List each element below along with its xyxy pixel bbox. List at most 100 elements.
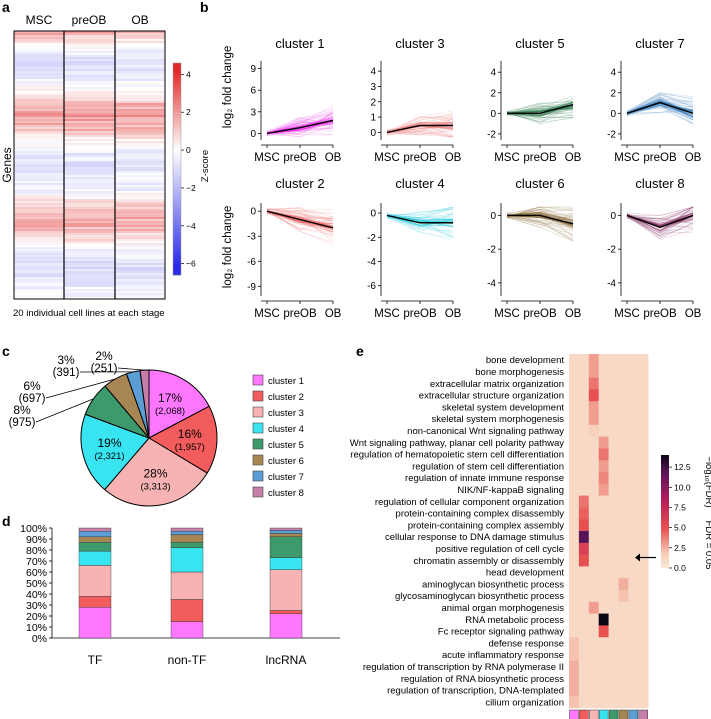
heatmap-cell [569, 413, 580, 426]
heatmap-cell [14, 159, 65, 162]
heatmap-cell [14, 237, 65, 240]
x-tick-label: preOB [523, 308, 557, 320]
colorbar-tick-label: 10.0 [674, 482, 691, 492]
colorbar-step [173, 172, 181, 177]
heatmap-cell [114, 181, 166, 184]
heatmap-cell [588, 625, 599, 638]
heatmap-cell [114, 43, 166, 46]
colorbar-step [173, 63, 181, 67]
heatmap-cell [14, 213, 65, 216]
heatmap-cell [638, 684, 649, 697]
heatmap-cell [64, 217, 115, 220]
heatmap-cell [638, 424, 649, 437]
panel-letter-d: d [2, 513, 11, 529]
heatmap-cell [114, 93, 166, 96]
heatmap-cell [14, 253, 65, 256]
y-tick-label: 0 [610, 211, 616, 222]
heatmap-cell [114, 133, 166, 136]
heatmap-cell [14, 81, 65, 84]
heatmap-cell [628, 472, 639, 485]
colorbar-step [661, 455, 669, 458]
gene-trajectory-line [266, 209, 334, 246]
heatmap-cell [64, 53, 115, 56]
stacked-bar-segment [78, 531, 112, 537]
heatmap-cell [608, 566, 619, 579]
heatmap-cell [114, 245, 166, 248]
heatmap-cell [64, 199, 115, 202]
stacked-bar-segment [269, 530, 303, 534]
heatmap-cell [14, 83, 65, 86]
heatmap-cell [114, 265, 166, 268]
panel-b-cluster-1: cluster 1 0 3 6 9 MSC preOB OB [250, 36, 341, 164]
y-tick-label: -6 [247, 257, 256, 268]
heatmap-cell [598, 684, 609, 697]
gene-trajectory-line [386, 131, 454, 138]
heatmap-cell [608, 519, 619, 532]
heatmap-cell [14, 127, 65, 130]
colorbar-step [661, 459, 669, 462]
colorbar-step [661, 532, 669, 535]
colorbar-step [661, 485, 669, 488]
heatmap-cell [64, 85, 115, 88]
heatmap-cell [114, 297, 166, 300]
heatmap-cell [588, 554, 599, 567]
heatmap-cell [14, 89, 65, 92]
heatmap-cell [114, 107, 166, 110]
heatmap-cell [64, 109, 115, 112]
colorbar-step [173, 250, 181, 255]
heatmap-cell [578, 460, 590, 473]
gene-trajectory-line [266, 117, 334, 132]
heatmap-cell [64, 73, 115, 76]
heatmap-cell [114, 95, 166, 98]
colorbar-step [173, 264, 181, 269]
heatmap-cell [608, 578, 619, 591]
heatmap-cell [114, 233, 166, 236]
colorbar-step [661, 556, 669, 559]
heatmap-cell [628, 413, 639, 426]
colorbar-step [173, 77, 181, 82]
heatmap-cell [608, 684, 619, 697]
heatmap-cell [588, 684, 599, 697]
heatmap-cell [114, 235, 166, 238]
colorbar-step [661, 561, 669, 564]
heatmap-cell [64, 127, 115, 130]
heatmap-cell [64, 195, 115, 198]
colorbar-step [173, 137, 181, 142]
heatmap-cell [114, 65, 166, 68]
heatmap-cell [14, 49, 65, 52]
heatmap-cell [14, 85, 65, 88]
go-term-label: skeletal system development [442, 402, 564, 413]
colorbar-tick-label: 0 [186, 145, 191, 155]
gene-trajectory-line [266, 114, 334, 133]
gene-trajectory-line [386, 216, 454, 238]
heatmap-cell [588, 601, 599, 614]
heatmap-cell [628, 649, 639, 662]
y-tick-label: 1 [370, 113, 376, 124]
heatmap-cell [64, 221, 115, 224]
x-tick-label: preOB [283, 308, 317, 320]
heatmap-cell [14, 133, 65, 136]
gene-trajectory-line [266, 208, 334, 214]
heatmap-cell [14, 125, 65, 128]
heatmap-cell [638, 542, 649, 555]
gene-trajectory-line [266, 108, 334, 134]
heatmap-cell [114, 157, 166, 160]
heatmap-cell [114, 33, 166, 36]
heatmap-cell [598, 696, 609, 709]
heatmap-cell [14, 199, 65, 202]
panel-a-col-ob: OB [131, 13, 148, 27]
go-term-label: non-canonical Wnt signaling pathway [407, 426, 564, 437]
heatmap-cell [578, 377, 590, 390]
heatmap-cell [114, 199, 166, 202]
heatmap-cell [114, 277, 166, 280]
colorbar-step [173, 73, 181, 78]
y-tick-label: 80% [26, 545, 47, 557]
x-tick-label: OB [685, 308, 702, 320]
go-term-label: bone morphogenesis [475, 367, 564, 378]
heatmap-cell [598, 672, 609, 685]
heatmap-cell [618, 436, 629, 449]
y-tick-label: 0 [490, 211, 496, 222]
colorbar-step [661, 506, 669, 509]
heatmap-cell [618, 566, 629, 579]
